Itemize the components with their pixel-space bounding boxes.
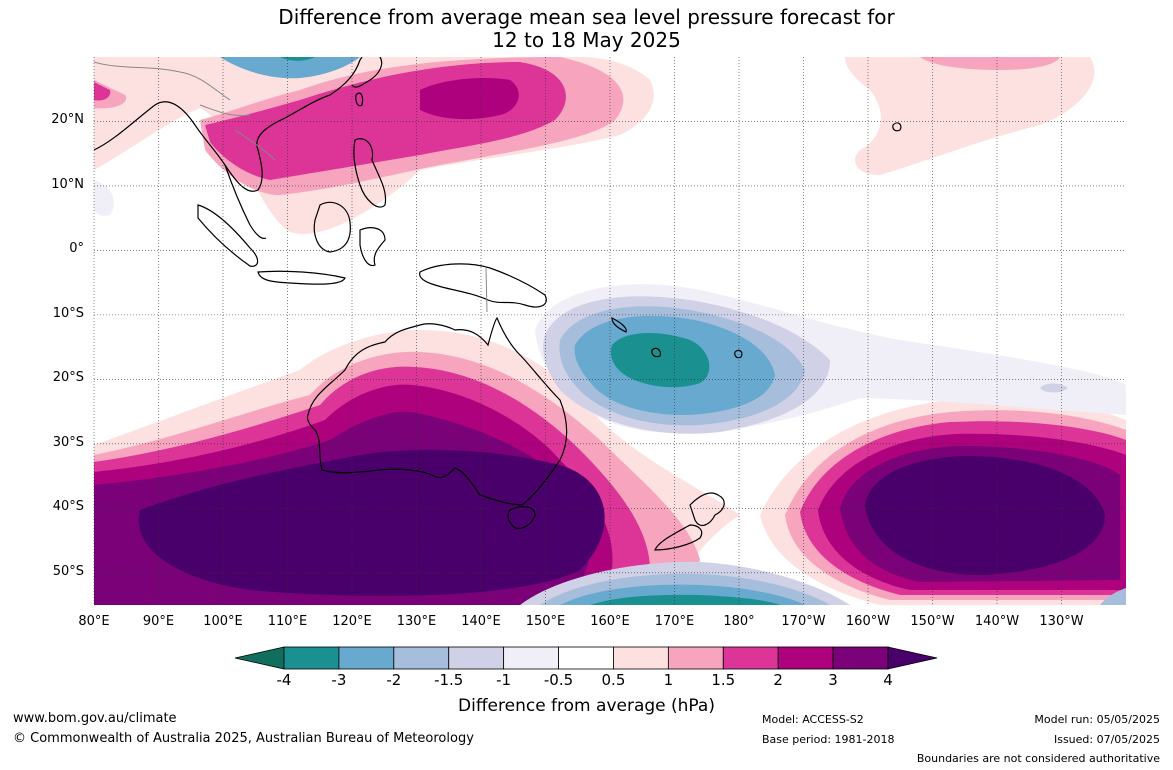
longitude-label: 150°E [525,614,566,629]
longitude-label: 140°E [461,614,501,629]
australia-coast [306,316,568,506]
footer-issued: Issued: 07/05/2025 [1053,733,1160,746]
latitude-label: 10°S [52,305,84,321]
fiji-coast [651,347,743,359]
colorbar-tick-label: 1 [663,671,674,689]
latitude-label: 20°N [51,112,84,128]
longitude-label: 170°E [654,614,695,629]
anomaly-shading [94,57,1126,605]
hawaii-coast [892,122,902,132]
malay-peninsula-coast [224,164,267,240]
japan-coast [351,57,383,88]
new-guinea-coast [419,263,547,308]
title-line-1: Difference from average mean sea level p… [278,5,895,29]
tasmania-coast [507,506,536,530]
longitude-label: 140°W [974,614,1020,629]
colorbar-tick-label: -2 [386,671,402,689]
footer-copyright: © Commonwealth of Australia 2025, Austra… [13,731,474,746]
footer-disclaimer: Boundaries are not considered authoritat… [916,752,1160,765]
taiwan-coast [355,92,364,107]
longitude-label: 120°E [332,614,372,629]
latitude-label: 50°S [52,563,84,579]
longitude-label: 110°E [267,614,308,629]
longitude-label: 130°W [1039,614,1084,629]
new-zealand-coast [654,492,725,551]
longitude-label: 130°E [396,614,437,629]
new-caledonia-coast [611,317,627,333]
colorbar-label: Difference from average (hPa) [458,696,715,716]
colorbar-tick-label: 0.5 [601,671,626,689]
longitude-label: 150°W [910,614,955,629]
gridlines [93,57,1126,605]
philippines-coast [353,138,387,208]
asia-mainland-coast [94,57,363,192]
borneo-coast [313,201,351,253]
longitude-label: 180° [723,614,755,629]
latitude-label: 30°S [52,434,84,450]
longitude-label: 160°W [845,614,891,629]
coastlines [94,57,902,551]
sulawesi-coast [359,227,386,267]
footer-model: Model: ACCESS-S2 [762,713,864,726]
longitude-label: 160°E [590,614,630,629]
title-line-2: 12 to 18 May 2025 [492,28,681,52]
longitude-label: 90°E [142,614,175,629]
colorbar-tick-label: 3 [828,671,838,689]
footer-model-run: Model run: 05/05/2025 [1034,713,1160,726]
colorbar-tick-label: -4 [276,671,292,689]
latitude-label: 10°N [51,176,84,192]
java-coast [257,270,346,285]
sumatra-coast [197,204,259,267]
footer-url: www.bom.gov.au/climate [13,711,177,726]
longitude-label: 170°W [781,614,826,629]
colorbar-tick-label: -1 [496,671,512,689]
colorbar-tick-label: -1.5 [434,671,464,689]
colorbar-tick-label: -3 [331,671,347,689]
colorbar-tick-label: 1.5 [711,671,736,689]
latitude-label: 20°S [52,370,84,386]
footer-base-period: Base period: 1981-2018 [762,733,895,746]
latitude-label: 40°S [52,499,84,515]
longitude-label: 80°E [78,614,110,629]
borders [94,61,488,313]
colorbar-tick-label: -0.5 [543,671,574,689]
colorbar-tick-label: 2 [773,671,783,689]
longitude-label: 100°E [203,614,243,629]
latitude-label: 0° [69,241,84,257]
colorbar-tick-label: 4 [883,671,893,689]
